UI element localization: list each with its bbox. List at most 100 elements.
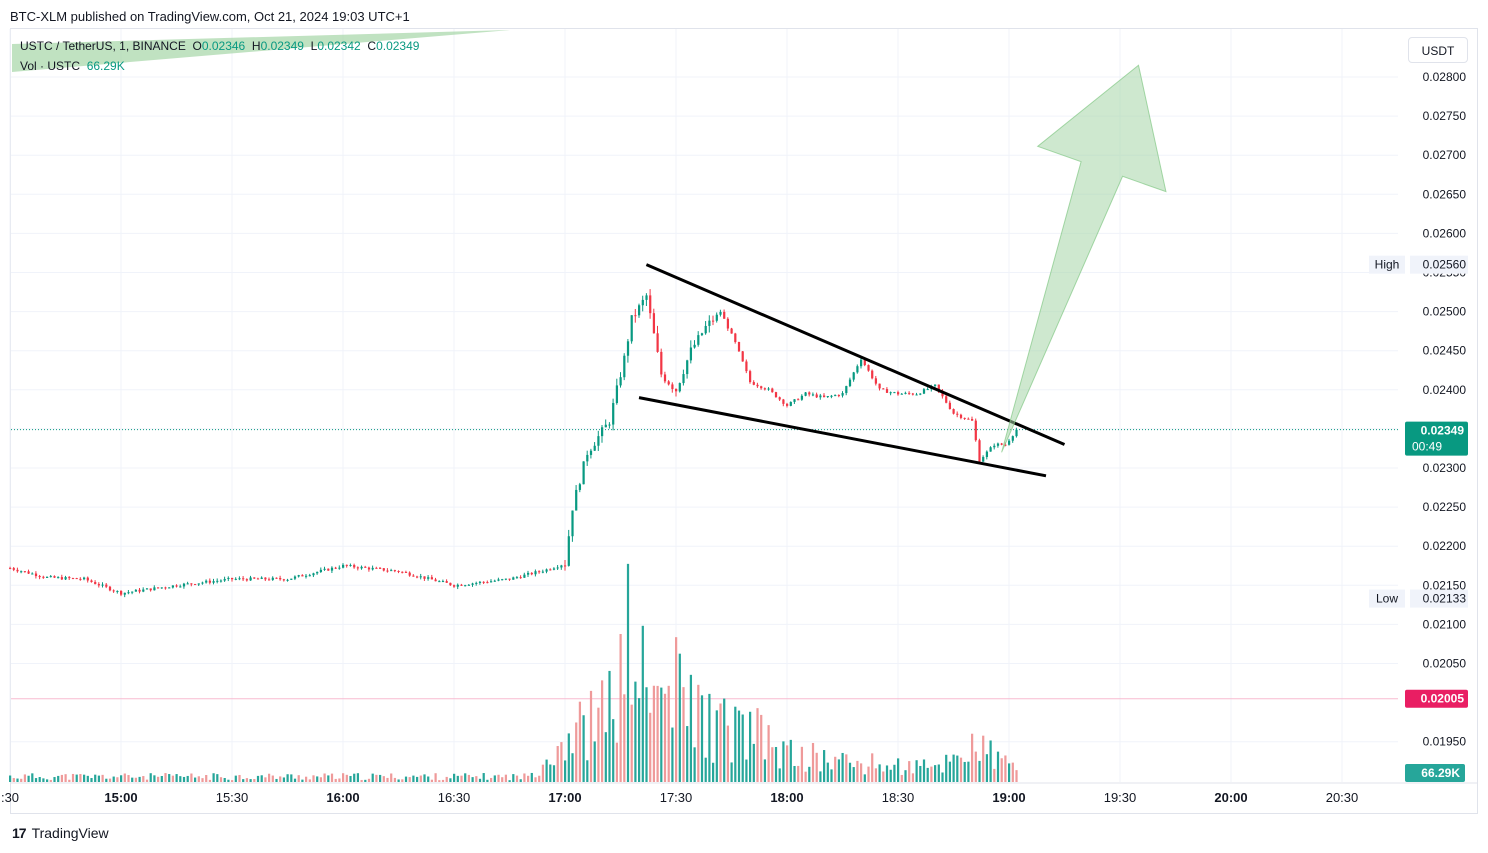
- high-value-bg: [1410, 255, 1468, 274]
- candle-body: [253, 577, 256, 579]
- candle-body: [112, 590, 115, 592]
- volume-bar: [60, 774, 64, 782]
- candle-body: [478, 581, 482, 583]
- volume-bar: [201, 778, 204, 782]
- volume-bar: [279, 776, 282, 782]
- y-axis-tick-label: 0.02650: [1423, 187, 1467, 201]
- volume-bar: [897, 758, 900, 782]
- volume-bar: [715, 710, 718, 782]
- volume-bar: [430, 779, 434, 782]
- volume-bar: [996, 751, 1000, 782]
- candle-body: [575, 489, 578, 511]
- volume-bar: [1008, 763, 1011, 782]
- candle-body: [323, 568, 326, 570]
- candle-body: [974, 420, 977, 441]
- candle-body: [589, 450, 593, 455]
- candle-body: [593, 445, 596, 451]
- currency-button[interactable]: USDT: [1408, 37, 1468, 63]
- volume-bar: [31, 773, 34, 782]
- volume-bar: [486, 779, 489, 782]
- candle-body: [634, 315, 637, 317]
- volume-bar: [134, 777, 138, 782]
- volume-bar: [375, 774, 378, 782]
- volume-bar: [830, 769, 833, 782]
- volume-bar: [908, 761, 911, 782]
- candle-body: [615, 385, 619, 404]
- candle-body: [1015, 429, 1018, 437]
- volume-bar: [889, 769, 892, 782]
- y-axis-tick-label: 0.02050: [1423, 657, 1467, 671]
- volume-bar: [42, 778, 45, 782]
- candle-body: [982, 457, 985, 462]
- volume-bar: [20, 778, 23, 782]
- volume-bar: [578, 701, 582, 782]
- volume-bar: [223, 777, 226, 782]
- candle-body: [268, 579, 271, 581]
- volume-bar: [789, 739, 792, 782]
- candle-body: [956, 413, 959, 415]
- volume-bar: [90, 778, 93, 782]
- candle-body: [1004, 444, 1007, 446]
- volume-bar: [338, 778, 341, 782]
- volume-bar: [464, 773, 467, 782]
- candle-body: [867, 365, 870, 371]
- candle-body: [945, 396, 948, 403]
- projection-arrow: [1001, 64, 1167, 453]
- candle-body: [31, 573, 34, 575]
- candle-body: [978, 440, 981, 462]
- candle-body: [190, 583, 193, 585]
- candle-body: [83, 577, 86, 580]
- volume-bar: [911, 773, 915, 782]
- candle-body: [445, 581, 448, 583]
- candle-body: [641, 299, 644, 306]
- candle-body: [116, 590, 119, 592]
- volume-bar: [453, 773, 456, 782]
- candle-body: [996, 443, 1000, 446]
- volume-bar: [971, 733, 974, 782]
- candle-body: [219, 580, 223, 582]
- volume-bar: [575, 722, 578, 782]
- volume-bar: [634, 681, 637, 782]
- candle-body: [971, 419, 974, 421]
- candle-body: [423, 576, 426, 579]
- candle-body: [608, 424, 611, 426]
- x-axis-tick-label: 20:30: [1326, 790, 1359, 805]
- volume-bar: [985, 754, 989, 782]
- candle-body: [693, 344, 696, 348]
- volume-bar: [819, 771, 822, 782]
- volume-bar: [700, 695, 704, 782]
- candle-body: [897, 392, 900, 395]
- candle-body: [182, 583, 186, 587]
- candle-body: [256, 578, 260, 580]
- footer-brand[interactable]: TradingView: [31, 825, 109, 841]
- volume-bar: [649, 712, 652, 782]
- x-axis-tick-label: 18:00: [770, 790, 803, 805]
- current-price-value: 0.02349: [1421, 424, 1465, 438]
- candle-body: [186, 583, 189, 585]
- candle-body: [1000, 443, 1003, 445]
- candle-body: [749, 371, 752, 383]
- volume-bar: [712, 762, 715, 782]
- candle-body: [419, 576, 422, 578]
- candle-body: [959, 414, 963, 418]
- candle-body: [874, 378, 878, 384]
- volume-bar: [508, 780, 511, 782]
- candle-body: [852, 372, 855, 380]
- volume-bar: [419, 775, 422, 782]
- candle-body: [260, 577, 263, 579]
- candle-body: [856, 366, 859, 373]
- candle-body: [734, 333, 737, 342]
- volume-bar: [79, 774, 82, 782]
- candle-body: [57, 577, 60, 579]
- candle-body: [308, 575, 311, 577]
- volume-bar: [234, 775, 237, 782]
- candle-body: [208, 580, 212, 583]
- volume-bar: [349, 775, 352, 782]
- volume-bar: [641, 625, 644, 782]
- candle-body: [848, 379, 852, 387]
- volume-bar: [97, 775, 101, 782]
- candle-body: [823, 395, 826, 398]
- volume-bar: [286, 774, 289, 782]
- volume-bar: [297, 775, 300, 782]
